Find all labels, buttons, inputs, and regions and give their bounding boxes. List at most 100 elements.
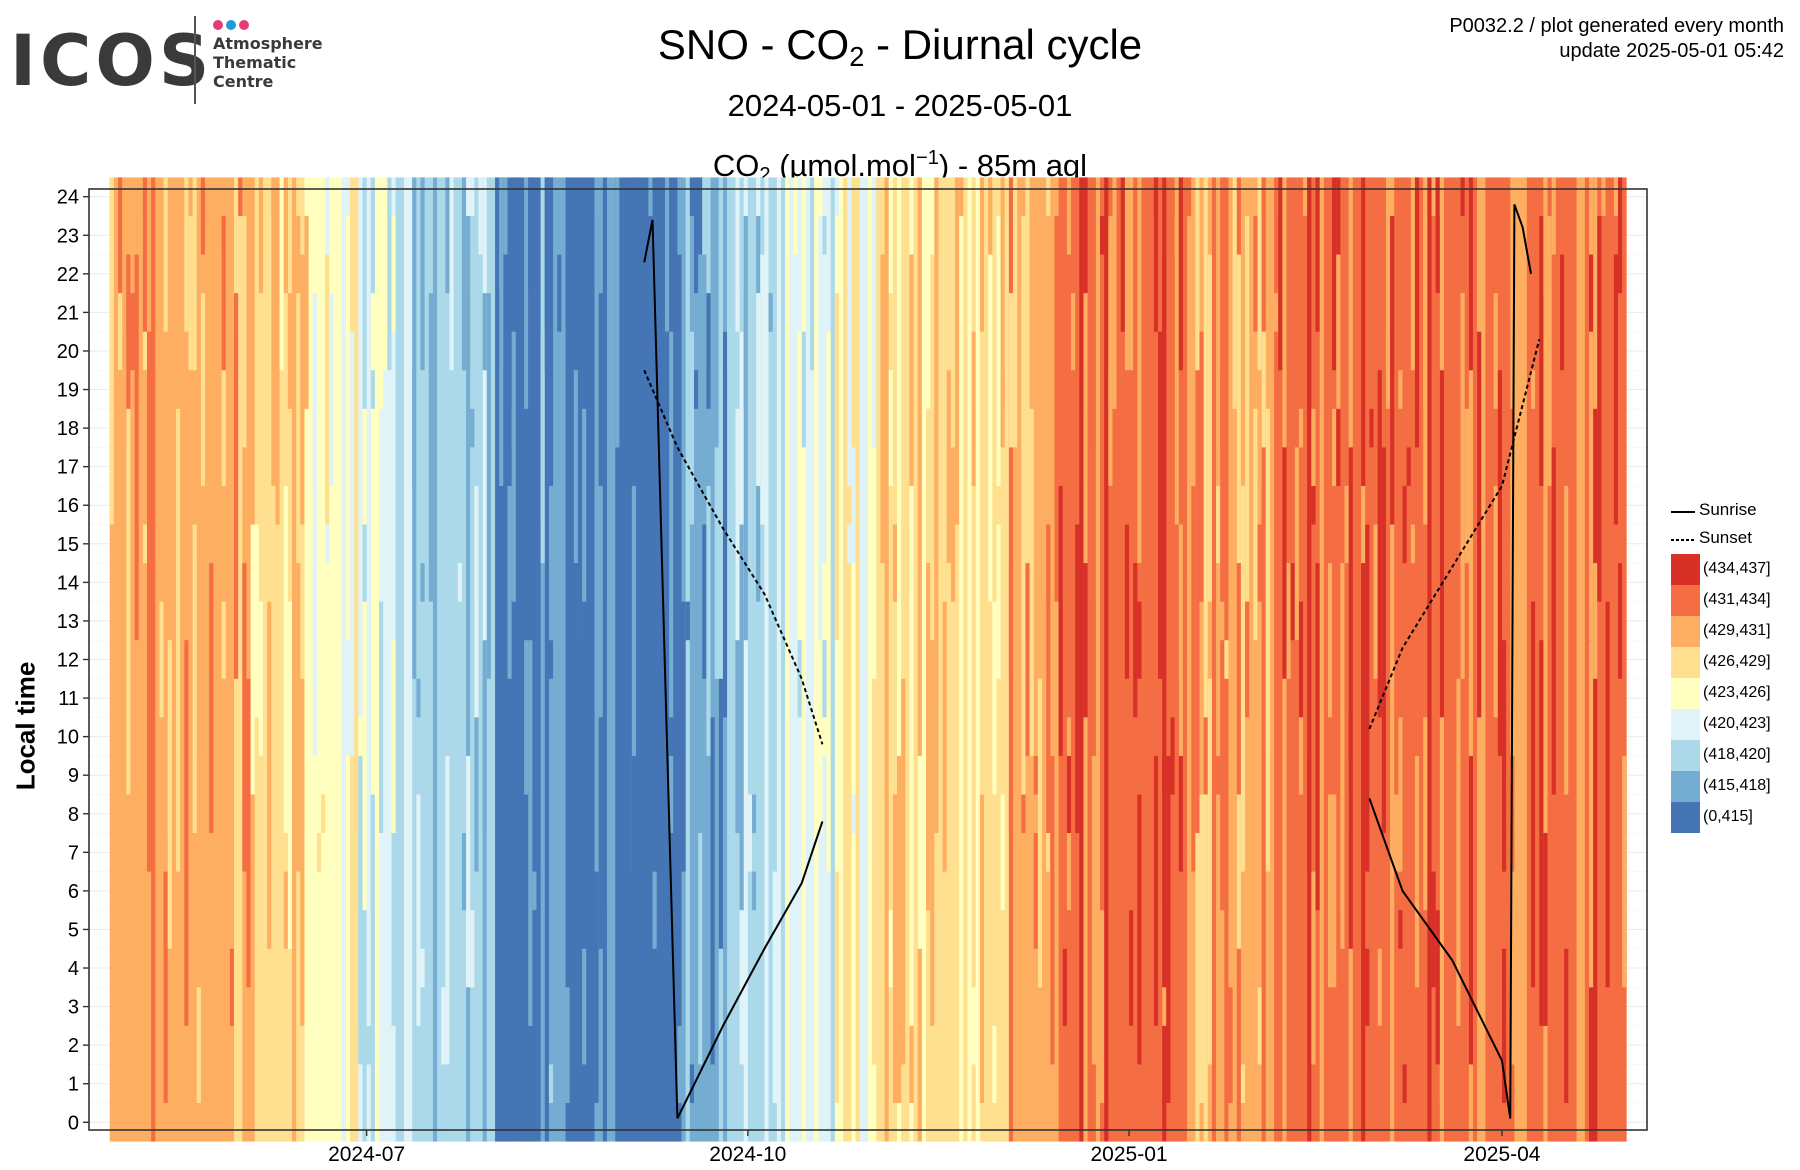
heatmap-tile (200, 177, 206, 255)
heatmap-day-column (1506, 177, 1511, 1142)
heatmap-day-column (213, 177, 218, 1142)
heatmap-tile (851, 447, 856, 564)
heatmap-tile (892, 794, 898, 1104)
heatmap-tile (751, 794, 757, 834)
heatmap-day-column (1141, 177, 1147, 1142)
heatmap-tile (167, 717, 173, 949)
heatmap-tile (681, 601, 687, 872)
heatmap-tile (772, 871, 778, 1104)
heatmap-day-column (623, 177, 629, 1142)
heatmap-tile (1199, 331, 1205, 602)
heatmap-day-column (768, 177, 774, 1142)
heatmap-day-column (685, 177, 691, 1142)
heatmap-tile (996, 215, 1001, 486)
heatmap-tile (283, 177, 289, 294)
y-tick-label: 6 (68, 881, 79, 903)
heatmap-tile (582, 948, 587, 1065)
heatmap-tile (1464, 408, 1470, 564)
heatmap-tile (872, 678, 877, 1065)
heatmap-day-column (1116, 177, 1122, 1142)
heatmap-tile (1580, 794, 1586, 1104)
heatmap-tile (1261, 215, 1267, 486)
heatmap-tile (718, 678, 724, 949)
heatmap-tile (598, 717, 604, 949)
y-tick-label: 8 (68, 804, 79, 826)
heatmap-tile (383, 177, 388, 371)
heatmap-day-column (1414, 177, 1420, 1142)
heatmap-day-column (859, 177, 865, 1142)
heatmap-day-column (1199, 177, 1205, 1142)
heatmap-tile (457, 563, 463, 602)
heatmap-day-column (1307, 177, 1312, 1142)
heatmap-day-column (366, 177, 372, 1142)
heatmap-day-column (1356, 177, 1362, 1142)
dashed-line-icon (1671, 539, 1695, 541)
heatmap-tile (548, 177, 554, 486)
solid-line-icon (1671, 511, 1695, 513)
heatmap-tile (1588, 177, 1594, 255)
heatmap-tile (254, 524, 260, 718)
heatmap-day-column (1481, 177, 1486, 1142)
heatmap-day-column (743, 177, 749, 1142)
heatmap-tile (1398, 717, 1403, 872)
heatmap-day-column (1257, 177, 1263, 1142)
heatmap-tile (445, 177, 450, 294)
heatmap-day-column (424, 177, 430, 1142)
heatmap-tile (1398, 370, 1403, 409)
heatmap-tile (229, 948, 235, 1026)
heatmap-day-column (1526, 177, 1532, 1142)
heatmap-day-column (843, 177, 848, 1142)
heatmap-tile (1332, 408, 1337, 486)
heatmap-day-column (776, 177, 782, 1142)
heatmap-tile (930, 177, 935, 255)
heatmap-day-column (577, 177, 583, 1142)
heatmap-tile (693, 370, 699, 409)
heatmap-day-column (901, 177, 906, 1142)
heatmap-tile (1423, 717, 1428, 911)
heatmap-tile (826, 485, 832, 872)
heatmap-tile (118, 177, 123, 371)
heatmap-day-column (789, 177, 794, 1142)
heatmap-tile (246, 678, 252, 988)
heatmap-tile (557, 254, 562, 332)
heatmap-tile (809, 177, 815, 371)
heatmap-day-column (1274, 177, 1279, 1142)
heatmap-day-column (1112, 177, 1118, 1142)
legend-swatch (1671, 678, 1700, 709)
heatmap-tile (1075, 524, 1080, 834)
heatmap-day-column (876, 177, 881, 1142)
heatmap-tile (362, 717, 368, 872)
heatmap-tile (1083, 563, 1089, 718)
legend-class-item: (0,415] (1667, 802, 1792, 833)
heatmap-day-column (1352, 177, 1358, 1142)
heatmap-day-column (635, 177, 641, 1142)
heatmap-day-column (544, 177, 550, 1142)
heatmap-day-column (619, 177, 624, 1142)
heatmap-tile (1311, 871, 1316, 1065)
heatmap-day-column (1535, 177, 1540, 1142)
heatmap-tile (826, 331, 832, 486)
chart-period: 2024-05-01 - 2025-05-01 (727, 88, 1073, 123)
heatmap-day-column (553, 177, 558, 1142)
heatmap-tile (664, 331, 670, 525)
heatmap-tile (1091, 755, 1097, 1065)
heatmap-tile (379, 601, 384, 679)
heatmap-tile (1501, 640, 1507, 872)
heatmap-tile (1365, 524, 1370, 872)
heatmap-tile (751, 871, 757, 911)
legend-sunrise-label: Sunrise (1699, 500, 1757, 519)
heatmap-tile (1539, 215, 1544, 486)
heatmap-day-column (1091, 177, 1097, 1142)
heatmap-tile (743, 293, 749, 641)
heatmap-tile (859, 215, 865, 371)
heatmap-tile (524, 755, 529, 1026)
heatmap-tile (1365, 948, 1370, 1026)
heatmap-day-column (118, 177, 123, 1142)
heatmap-tile (1460, 177, 1466, 216)
heatmap-day-column (515, 177, 521, 1142)
heatmap-tile (1377, 948, 1383, 1026)
heatmap-day-column (1547, 177, 1553, 1142)
heatmap-tile (515, 678, 521, 795)
heatmap-tile (362, 408, 368, 525)
heatmap-tile (1510, 177, 1515, 409)
